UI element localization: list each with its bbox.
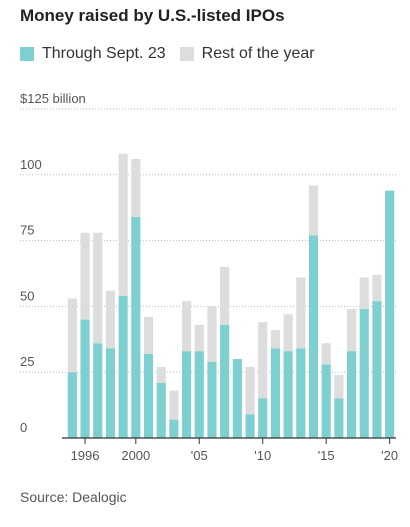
chart-plot: 0 25 50 75 100 $125 billion 1996 2000 '05 '10 '15 '… bbox=[20, 91, 398, 463]
bar-rest-of-year-2016 bbox=[334, 374, 344, 399]
bar-rest-of-year-2013 bbox=[296, 277, 306, 349]
y-tick-label: 0 bbox=[20, 420, 27, 435]
bar-rest-of-year-2000 bbox=[131, 159, 141, 217]
bar-rest-of-year-2015 bbox=[321, 343, 331, 365]
bar-rest-of-year-2019 bbox=[372, 274, 382, 302]
bar-through-sept-2010 bbox=[258, 398, 268, 438]
bar-through-sept-2005 bbox=[194, 351, 204, 438]
bar-rest-of-year-1997 bbox=[93, 232, 103, 344]
bar-through-sept-2002 bbox=[156, 382, 166, 438]
y-tick-label: $125 billion bbox=[20, 91, 86, 106]
bar-through-sept-2006 bbox=[207, 361, 217, 438]
bar-rest-of-year-2007 bbox=[220, 266, 230, 325]
legend-item-through-sept: Through Sept. 23 bbox=[20, 45, 166, 63]
y-tick-label: 25 bbox=[20, 354, 34, 369]
x-tick-label: '20 bbox=[381, 448, 398, 463]
bar-through-sept-2016 bbox=[334, 398, 344, 438]
legend-item-rest-of-year: Rest of the year bbox=[179, 45, 315, 63]
bar-through-sept-2015 bbox=[321, 364, 331, 438]
legend: Through Sept. 23 Rest of the year bbox=[20, 45, 329, 63]
y-tick-label: 50 bbox=[20, 288, 34, 303]
legend-label-through-sept: Through Sept. 23 bbox=[42, 45, 166, 62]
x-tick-label: 2000 bbox=[121, 448, 150, 463]
bar-through-sept-1996 bbox=[80, 319, 90, 438]
bar-rest-of-year-2003 bbox=[169, 390, 179, 420]
bar-rest-of-year-1999 bbox=[118, 153, 128, 296]
bar-through-sept-2001 bbox=[143, 353, 154, 438]
bar-through-sept-2018 bbox=[359, 309, 369, 438]
x-tick-label: 1996 bbox=[71, 448, 100, 463]
bar-rest-of-year-2010 bbox=[258, 322, 268, 399]
bar-rest-of-year-2002 bbox=[156, 366, 166, 383]
bar-through-sept-2014 bbox=[308, 235, 319, 438]
bar-through-sept-2007 bbox=[220, 324, 230, 438]
x-tick-label: '15 bbox=[318, 448, 335, 463]
bar-through-sept-2020 bbox=[385, 190, 395, 438]
x-tick-label: '05 bbox=[191, 448, 208, 463]
y-tick-label: 100 bbox=[20, 157, 42, 172]
x-tick-label: '10 bbox=[254, 448, 271, 463]
bar-rest-of-year-2009 bbox=[245, 366, 255, 415]
bar-rest-of-year-2017 bbox=[347, 309, 357, 352]
bar-through-sept-1995 bbox=[67, 372, 77, 438]
legend-swatch-through-sept bbox=[20, 47, 34, 61]
bar-through-sept-2012 bbox=[283, 351, 293, 438]
bar-through-sept-2003 bbox=[169, 419, 179, 438]
bar-through-sept-2017 bbox=[347, 351, 357, 438]
bar-through-sept-1999 bbox=[118, 295, 128, 438]
bar-through-sept-2019 bbox=[372, 301, 382, 438]
bar-through-sept-1997 bbox=[93, 343, 103, 438]
bar-through-sept-2009 bbox=[245, 414, 255, 438]
bar-rest-of-year-2005 bbox=[194, 324, 204, 352]
bar-rest-of-year-1995 bbox=[67, 298, 77, 373]
source-note: Source: Dealogic bbox=[20, 489, 127, 505]
bar-rest-of-year-2014 bbox=[308, 185, 319, 236]
bar-through-sept-2004 bbox=[182, 351, 192, 438]
bar-rest-of-year-2012 bbox=[283, 314, 293, 352]
bar-rest-of-year-2001 bbox=[143, 316, 154, 354]
bar-through-sept-1998 bbox=[105, 348, 115, 438]
bar-rest-of-year-1996 bbox=[80, 232, 90, 320]
bar-rest-of-year-1998 bbox=[105, 290, 115, 349]
chart-title: Money raised by U.S.-listed IPOs bbox=[20, 6, 285, 25]
bar-rest-of-year-2006 bbox=[207, 306, 217, 362]
bar-through-sept-2013 bbox=[296, 348, 306, 438]
bar-through-sept-2011 bbox=[270, 348, 280, 438]
bar-rest-of-year-2011 bbox=[270, 330, 280, 349]
bar-rest-of-year-2018 bbox=[359, 277, 369, 310]
bar-rest-of-year-2004 bbox=[182, 301, 192, 352]
y-tick-label: 75 bbox=[20, 223, 34, 238]
legend-label-rest-of-year: Rest of the year bbox=[201, 45, 315, 62]
bar-through-sept-2000 bbox=[131, 216, 141, 438]
legend-swatch-rest-of-year bbox=[179, 47, 194, 61]
bar-through-sept-2008 bbox=[232, 359, 242, 438]
